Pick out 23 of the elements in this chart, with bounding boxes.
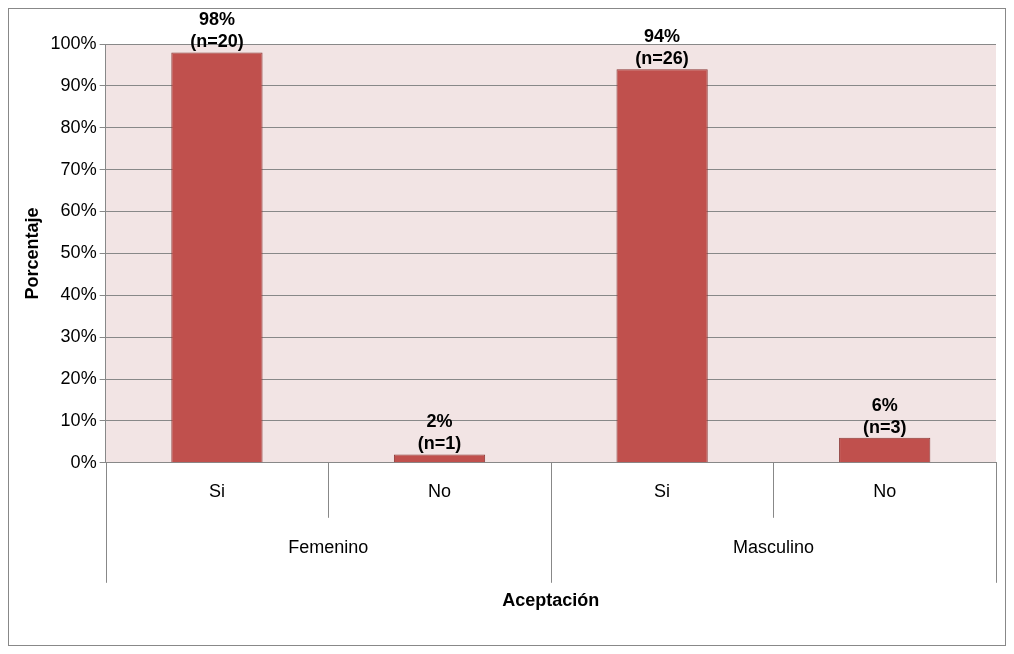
y-tick-label: 80% bbox=[60, 116, 97, 137]
y-tick-label: 20% bbox=[60, 368, 97, 389]
data-label: 98% (n=20) bbox=[190, 9, 244, 52]
x-tick-label: Si bbox=[654, 480, 671, 501]
y-tick-label: 0% bbox=[70, 451, 97, 472]
y-tick-label: 10% bbox=[60, 409, 97, 430]
y-tick-label: 70% bbox=[60, 158, 97, 179]
data-label: 6% (n=3) bbox=[862, 394, 907, 437]
x-axis-title: Aceptación bbox=[502, 590, 600, 611]
x-tick-label: No bbox=[873, 480, 897, 501]
y-tick-label: 100% bbox=[50, 32, 97, 53]
y-tick-label: 30% bbox=[60, 326, 97, 347]
data-label: 94% (n=26) bbox=[635, 26, 689, 69]
text: Femenino bbox=[288, 536, 369, 557]
x-tick-label: Si bbox=[208, 480, 225, 501]
y-axis-title: Porcentaje bbox=[21, 207, 42, 300]
x-tick-label: No bbox=[428, 480, 452, 501]
y-tick-label: 90% bbox=[60, 74, 97, 95]
y-tick-label: 40% bbox=[60, 284, 97, 305]
y-tick-label: 50% bbox=[60, 242, 97, 263]
data-label: 2% (n=1) bbox=[417, 411, 462, 454]
text: Masculino bbox=[732, 536, 814, 557]
y-tick-label: 60% bbox=[60, 200, 97, 221]
